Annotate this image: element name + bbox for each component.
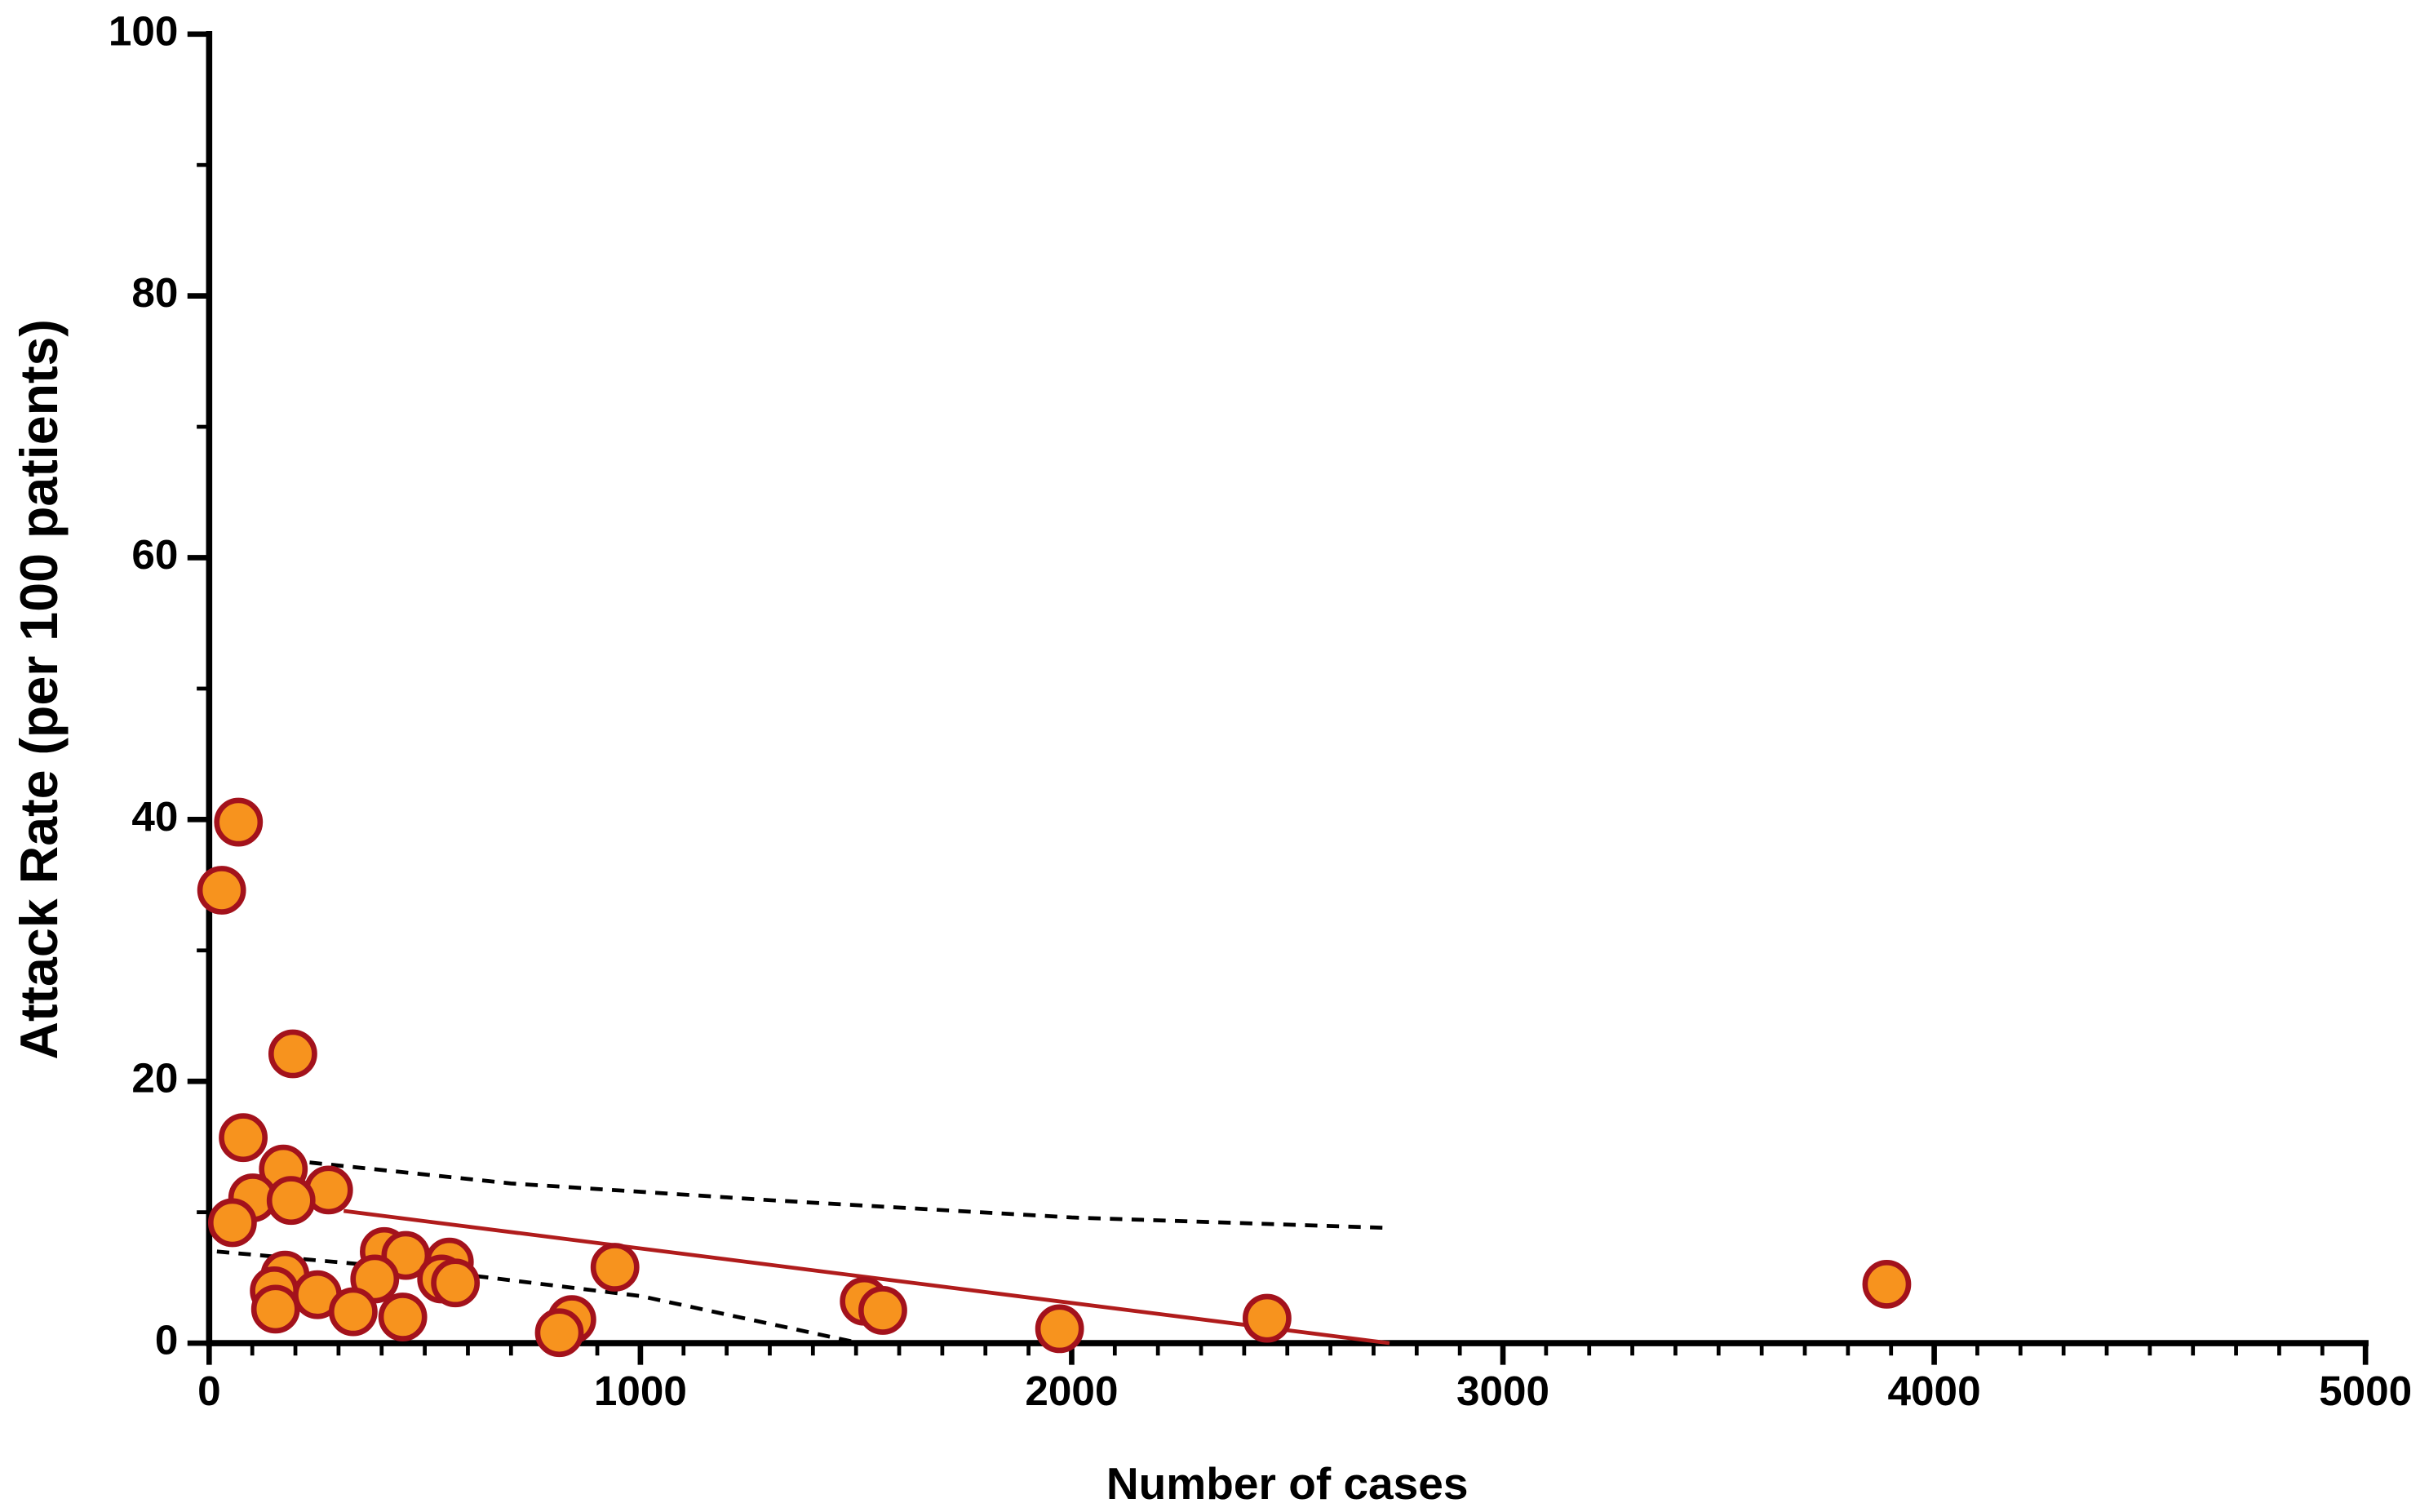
- y-tick-label: 100: [109, 7, 179, 54]
- confidence-band: [309, 1160, 1390, 1230]
- point: [590, 1243, 640, 1292]
- x-tick-label: 0: [197, 1368, 221, 1414]
- x-axis-label: Number of cases: [1106, 1458, 1469, 1509]
- x-tick-label: 3000: [1456, 1368, 1549, 1414]
- point: [328, 1287, 378, 1337]
- x-tick-label: 4000: [1888, 1368, 1981, 1414]
- x-tick-label: 5000: [2319, 1368, 2412, 1414]
- point: [431, 1258, 481, 1308]
- point: [1242, 1293, 1292, 1343]
- point: [534, 1308, 584, 1358]
- y-axis-label: Attack Rate (per 100 patients): [10, 319, 69, 1060]
- y-tick-label: 40: [131, 793, 178, 840]
- x-tick-label: 2000: [1025, 1368, 1118, 1414]
- point: [197, 866, 246, 915]
- point: [1862, 1259, 1912, 1309]
- y-tick-label: 0: [155, 1317, 179, 1363]
- point: [858, 1286, 907, 1335]
- point: [1035, 1304, 1084, 1354]
- point: [250, 1284, 300, 1334]
- y-tick-label: 20: [131, 1055, 178, 1102]
- point: [266, 1176, 316, 1226]
- point: [378, 1293, 428, 1341]
- point: [207, 1198, 257, 1248]
- y-tick-label: 80: [131, 269, 178, 316]
- point: [219, 1113, 268, 1163]
- x-tick-label: 1000: [594, 1368, 687, 1414]
- point: [268, 1029, 317, 1079]
- y-tick-label: 60: [131, 531, 178, 578]
- point: [214, 797, 264, 847]
